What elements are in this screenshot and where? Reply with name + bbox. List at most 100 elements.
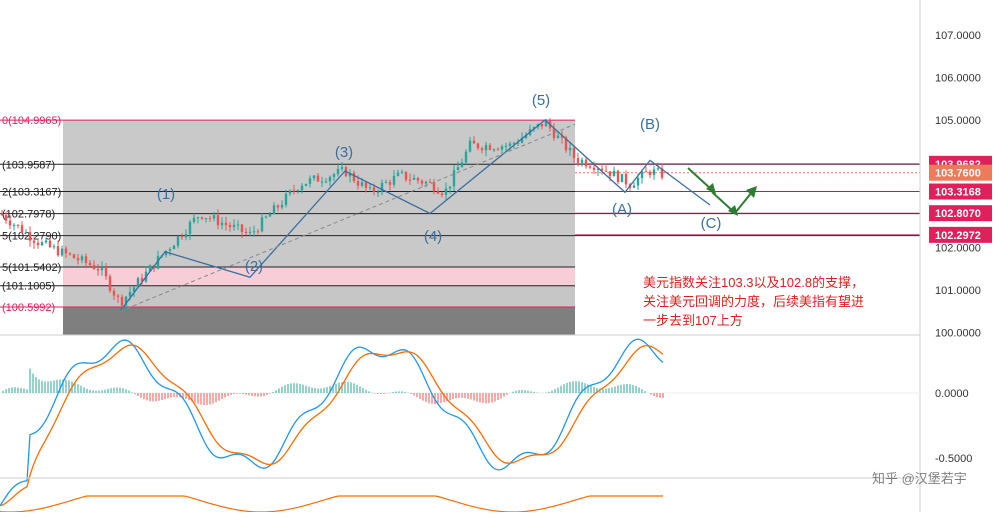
candle-body	[72, 254, 76, 259]
candle-body	[452, 170, 456, 187]
candle-body	[368, 187, 372, 189]
candle-body	[660, 168, 664, 178]
candle-body	[284, 193, 288, 205]
candle-body	[304, 183, 308, 186]
candle-body	[20, 225, 24, 233]
candle-body	[516, 142, 520, 144]
trend-line	[119, 123, 576, 312]
candle-body	[280, 204, 284, 208]
candle-body	[136, 278, 140, 288]
wave-label: (C)	[701, 215, 722, 232]
candle-body	[340, 167, 344, 169]
candle-body	[196, 217, 200, 219]
candle-body	[616, 170, 620, 183]
fib-label: (101.1005)	[2, 281, 55, 293]
fib-label: 5(102.2790)	[2, 231, 61, 243]
candle-body	[324, 181, 328, 183]
candle-body	[64, 248, 68, 254]
candle-body	[512, 143, 516, 145]
candle-body	[228, 224, 232, 228]
candle-body	[80, 256, 84, 261]
candle-body	[328, 176, 332, 182]
candle-body	[236, 224, 240, 226]
candle-body	[500, 146, 504, 150]
annotation-line-3: 一步去到107上方	[643, 313, 743, 328]
candle-body	[640, 171, 644, 178]
candle-body	[256, 231, 260, 233]
candle-body	[492, 149, 496, 151]
candle-body	[468, 140, 472, 152]
candle-body	[180, 236, 184, 238]
macd-line	[0, 338, 664, 507]
candle-body	[56, 246, 60, 256]
candle-body	[28, 232, 32, 241]
candle-body	[164, 250, 168, 256]
candle-body	[244, 231, 248, 233]
candle-body	[584, 159, 588, 167]
candle-body	[380, 182, 384, 192]
candle-body	[308, 178, 312, 184]
price-badge	[929, 205, 992, 222]
candle-body	[52, 246, 56, 248]
price-badge-text: 103.3168	[935, 187, 981, 199]
fib-label: (103.9587)	[2, 159, 55, 171]
wave-label: (4)	[424, 228, 442, 245]
candle-body	[652, 169, 656, 175]
candle-body	[576, 157, 580, 163]
candle-body	[556, 135, 560, 139]
candle-body	[208, 218, 212, 220]
candle-body	[252, 231, 256, 233]
price-badge-text: 103.7600	[935, 168, 981, 180]
candle-body	[476, 143, 480, 149]
candle-body	[260, 217, 264, 232]
candle-body	[580, 159, 584, 163]
candle-body	[592, 167, 596, 170]
candle-body	[356, 181, 360, 186]
candle-body	[224, 222, 228, 225]
candle-body	[384, 182, 388, 184]
candle-body	[24, 232, 28, 234]
projection-arrow-up	[734, 191, 753, 214]
fib-label: 0(104.9965)	[2, 115, 61, 127]
candle-body	[440, 193, 444, 195]
candle-body	[0, 213, 4, 216]
candle-body	[232, 224, 236, 228]
candle-body	[288, 190, 292, 194]
candle-body	[572, 147, 576, 158]
candle-body	[192, 217, 196, 222]
axis-tick-label: 100.0000	[935, 328, 981, 340]
candle-body	[524, 134, 528, 138]
candle-body	[148, 265, 152, 272]
candle-body	[172, 245, 176, 250]
price-axis: 107.0000 106.0000 105.0000 102.0000 101.0000…	[919, 0, 992, 512]
wave-label: (A)	[612, 201, 632, 218]
candle-body	[132, 287, 136, 292]
candle-body	[248, 232, 252, 234]
candle-body	[176, 236, 180, 246]
candle-body	[4, 215, 8, 221]
candle-body	[388, 182, 392, 185]
candle-body	[12, 224, 16, 226]
candle-body	[472, 140, 476, 144]
axis-tick-label: 106.0000	[935, 73, 981, 85]
candle-body	[200, 217, 204, 219]
candle-body	[484, 145, 488, 151]
candle-body	[48, 240, 52, 248]
candle-body	[168, 249, 172, 251]
candle-body	[620, 173, 624, 183]
candle-body	[360, 182, 364, 186]
candle-body	[432, 182, 436, 192]
candle-body	[68, 253, 72, 255]
candle-body	[240, 224, 244, 232]
fib-zone-lower	[63, 285, 575, 308]
candle-body	[428, 181, 432, 183]
candle-body	[96, 268, 100, 271]
candle-body	[656, 168, 660, 170]
candle-body	[300, 185, 304, 191]
candle-body	[292, 190, 296, 192]
candle-body	[276, 205, 280, 208]
candle-body	[100, 267, 104, 271]
candle-body	[508, 143, 512, 146]
